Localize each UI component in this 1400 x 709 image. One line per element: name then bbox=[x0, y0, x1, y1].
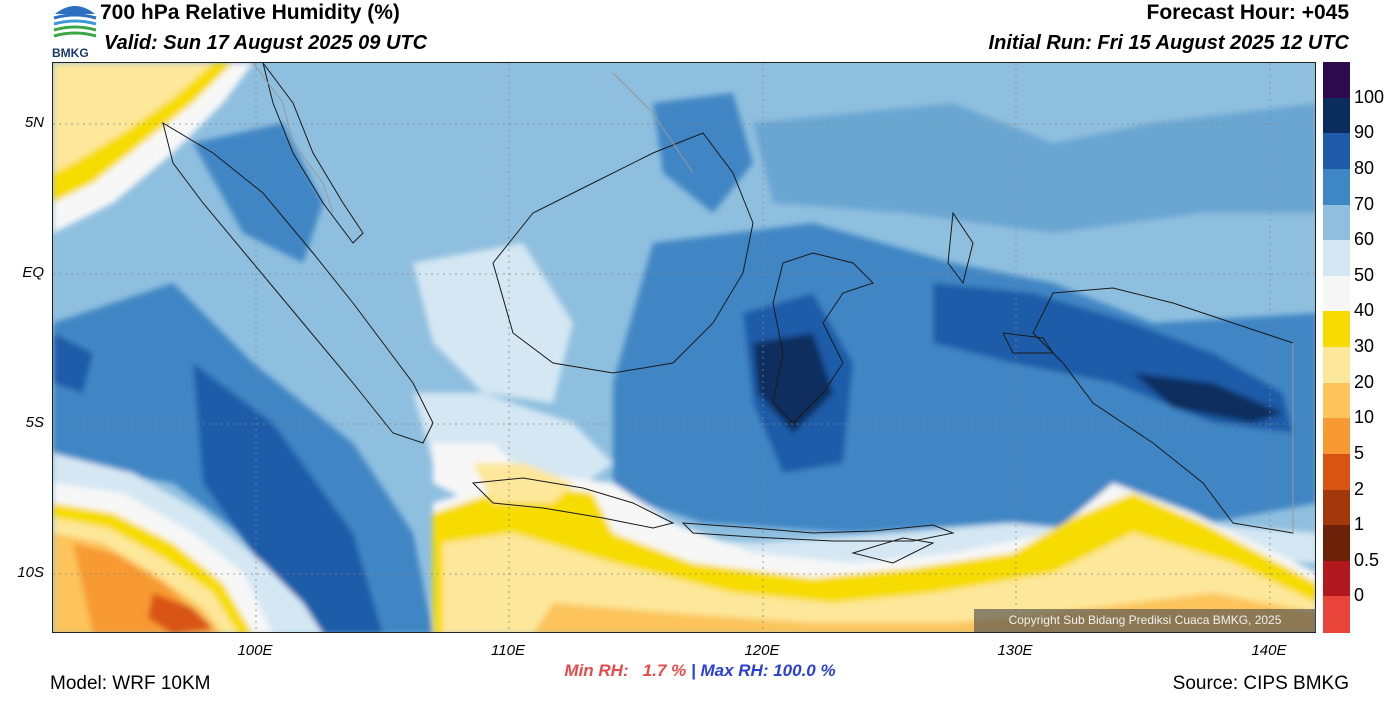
map-gridlines bbox=[53, 63, 1315, 632]
colorbar bbox=[1323, 62, 1350, 633]
colorbar-segment bbox=[1323, 168, 1350, 205]
colorbar-label: 70 bbox=[1354, 193, 1375, 214]
lat-tick-5s: 5S bbox=[25, 414, 44, 431]
colorbar-segment bbox=[1323, 596, 1350, 633]
colorbar-segment bbox=[1323, 275, 1350, 312]
colorbar-label: 10 bbox=[1354, 407, 1375, 428]
colorbar-segment bbox=[1323, 347, 1350, 384]
lat-tick-10s: 10S bbox=[17, 564, 44, 581]
colorbar-label: 60 bbox=[1354, 229, 1375, 250]
lon-tick-130e: 130E bbox=[997, 642, 1033, 659]
lon-tick-100e: 100E bbox=[237, 642, 273, 659]
initial-run: Initial Run: Fri 15 August 2025 12 UTC bbox=[988, 32, 1349, 54]
bmkg-logo-icon bbox=[50, 0, 100, 62]
colorbar-label: 30 bbox=[1354, 336, 1375, 356]
colorbar-segment bbox=[1323, 489, 1350, 526]
lat-tick-eq: EQ bbox=[22, 264, 44, 281]
colorbar-segment bbox=[1323, 204, 1350, 241]
colorbar-label: 5 bbox=[1354, 442, 1365, 463]
lon-tick-120e: 120E bbox=[744, 642, 780, 659]
colorbar-label: 0.5 bbox=[1354, 549, 1380, 570]
humidity-field bbox=[53, 63, 1315, 632]
forecast-hour: Forecast Hour: +045 bbox=[1146, 1, 1350, 24]
map-title: 700 hPa Relative Humidity (%) bbox=[100, 1, 400, 24]
min-rh: Min RH: 1.7 % bbox=[564, 661, 687, 680]
colorbar-label: 20 bbox=[1354, 371, 1375, 392]
colorbar-segment bbox=[1323, 133, 1350, 170]
colorbar-segment bbox=[1323, 97, 1350, 134]
colorbar-label: 100 bbox=[1354, 86, 1385, 107]
lat-tick-5n: 5N bbox=[24, 114, 44, 131]
colorbar-label: 2 bbox=[1354, 478, 1365, 499]
colorbar-segment bbox=[1323, 240, 1350, 277]
rh-extremes: Min RH: 1.7 % | Max RH: 100.0 % bbox=[0, 661, 1400, 681]
colorbar-segment bbox=[1323, 311, 1350, 348]
colorbar-segment bbox=[1323, 453, 1350, 490]
humidity-map bbox=[52, 62, 1316, 633]
lon-tick-110e: 110E bbox=[491, 642, 525, 659]
colorbar-label: 90 bbox=[1354, 122, 1375, 143]
separator: | bbox=[686, 661, 701, 680]
colorbar-label: 50 bbox=[1354, 264, 1375, 285]
copyright-notice: Copyright Sub Bidang Prediksi Cuaca BMKG… bbox=[974, 609, 1316, 632]
colorbar-label: 0 bbox=[1354, 585, 1365, 606]
colorbar-label: 80 bbox=[1354, 157, 1375, 178]
colorbar-label: 40 bbox=[1354, 300, 1375, 321]
colorbar-label: 1 bbox=[1354, 514, 1365, 535]
coastlines bbox=[162, 63, 1294, 564]
max-rh: Max RH: 100.0 % bbox=[700, 661, 836, 680]
colorbar-segment bbox=[1323, 560, 1350, 597]
lon-tick-140e: 140E bbox=[1251, 642, 1287, 659]
model-label: Model: WRF 10KM bbox=[50, 673, 211, 694]
source-label: Source: CIPS BMKG bbox=[1172, 673, 1349, 694]
logo-text: BMKG bbox=[52, 46, 89, 60]
colorbar-segment bbox=[1323, 382, 1350, 419]
colorbar-segment bbox=[1323, 525, 1350, 562]
colorbar-segment bbox=[1323, 418, 1350, 455]
colorbar-segment bbox=[1323, 62, 1350, 99]
borders bbox=[252, 63, 1294, 533]
valid-time: Valid: Sun 17 August 2025 09 UTC bbox=[104, 32, 428, 54]
